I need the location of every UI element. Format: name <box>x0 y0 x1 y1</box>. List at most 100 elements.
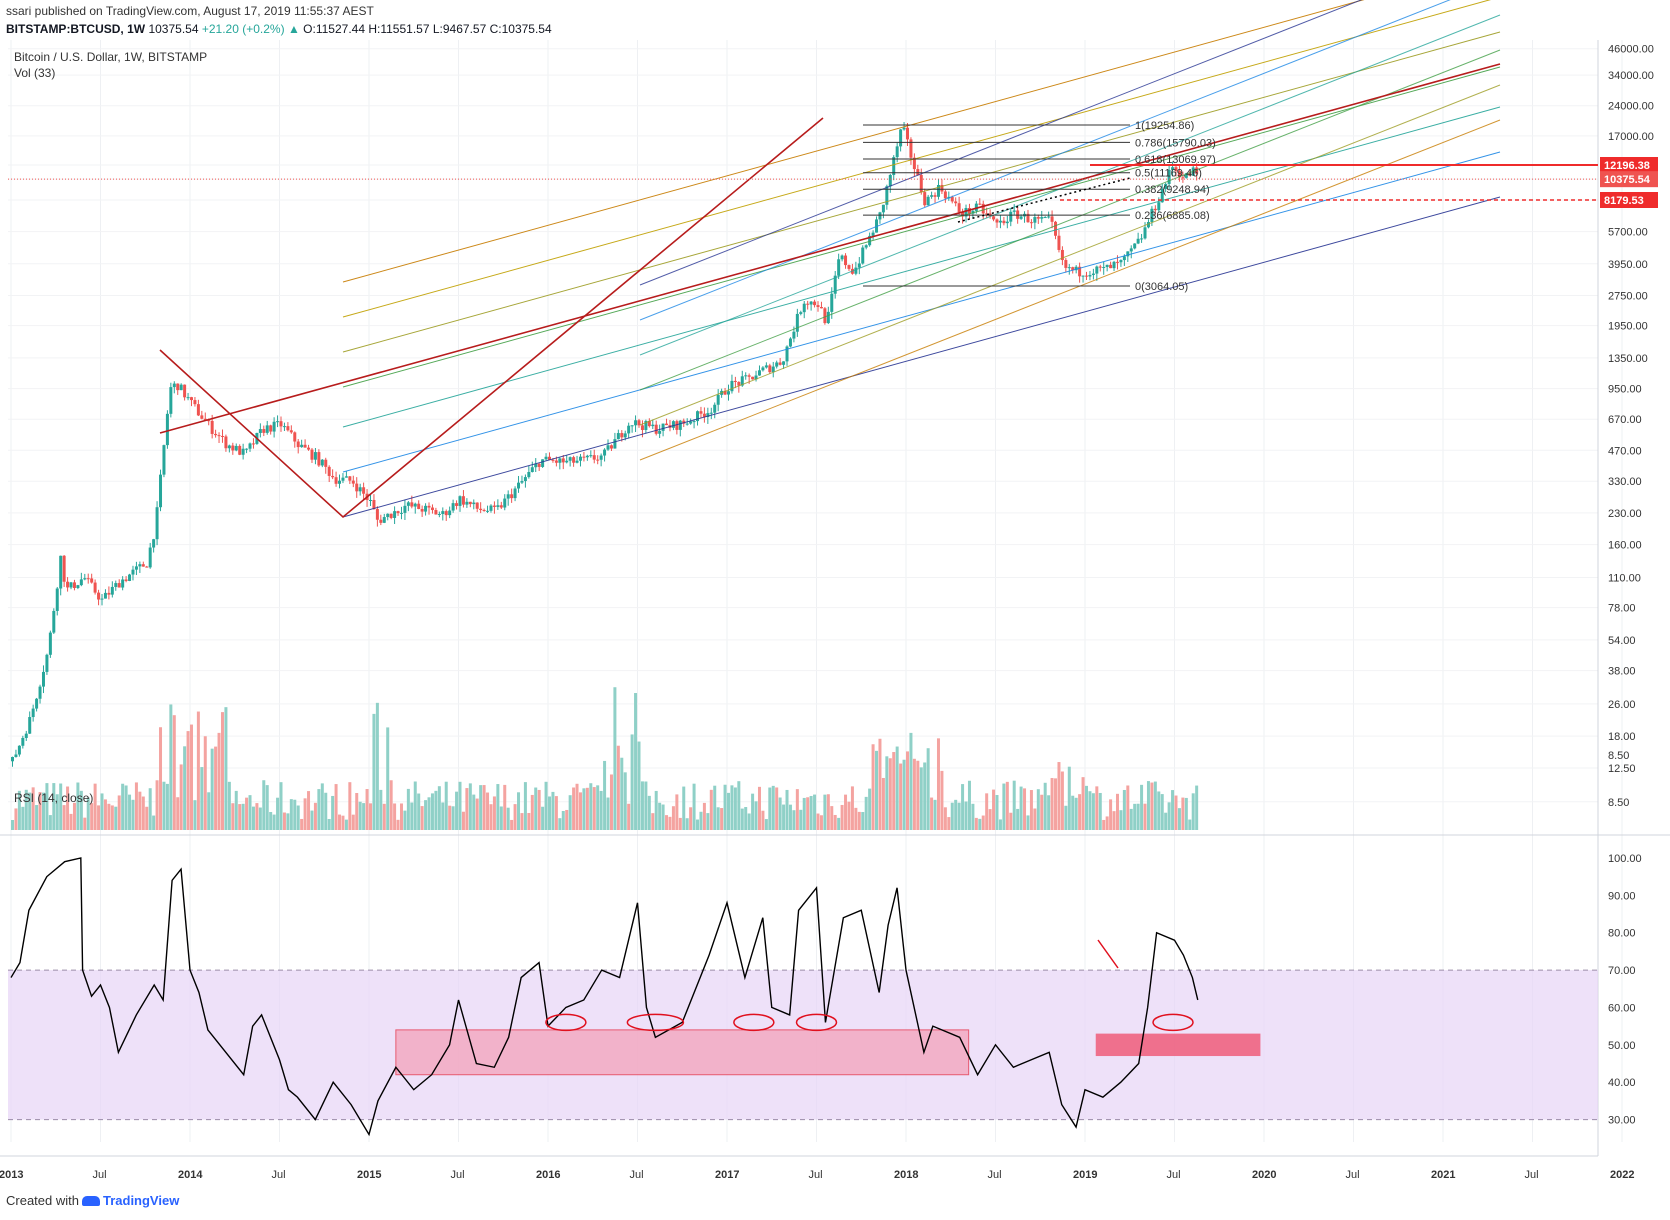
volume-bar <box>1071 795 1075 830</box>
candle-body <box>348 476 352 481</box>
brand-label[interactable]: TradingView <box>102 1193 180 1208</box>
candle-body <box>747 375 751 377</box>
rsi-support-zone[interactable] <box>395 1029 970 1076</box>
volume-bar <box>923 762 927 830</box>
candle-body <box>103 592 107 599</box>
rsi-ellipse-annotation[interactable] <box>733 1013 775 1032</box>
change-arrow-icon: ▲ <box>287 22 300 36</box>
volume-bar <box>933 799 937 830</box>
volume-bar <box>399 803 403 830</box>
candle-body <box>1181 177 1185 179</box>
candle-body <box>190 397 193 401</box>
candle-body <box>713 404 717 413</box>
rsi-axis-tick-label: 30.00 <box>1608 1115 1636 1127</box>
volume-bar <box>475 798 479 830</box>
volume-bar <box>830 806 834 830</box>
volume-bar <box>792 810 796 830</box>
rsi-ellipse-annotation[interactable] <box>545 1013 587 1032</box>
volume-bar <box>754 801 758 830</box>
candle-body <box>957 203 961 213</box>
price-axis[interactable]: 46000.00 34000.00 24000.00 17000.00 5700.00 3… <box>1608 44 1654 809</box>
candle-body <box>69 582 73 588</box>
candle-body <box>131 569 135 575</box>
volume-bar <box>461 811 465 830</box>
pitchfork-line <box>342 196 1501 518</box>
volume-bar <box>868 788 872 830</box>
candle-body <box>1078 266 1082 277</box>
candle-body <box>699 411 703 414</box>
volume-bar <box>21 806 25 830</box>
candle-body <box>923 192 927 206</box>
volume-bar <box>62 805 66 830</box>
candle-body <box>455 503 459 506</box>
volume-bar <box>393 803 397 830</box>
volume-bar <box>517 792 521 830</box>
rsi-ellipse-annotation[interactable] <box>795 1013 838 1032</box>
volume-bar <box>699 811 703 830</box>
time-axis-tick-label: 2018 <box>894 1169 918 1181</box>
volume-axis-tick-label: 8.50 <box>1608 750 1629 762</box>
candle-body <box>806 303 810 305</box>
volume-bar <box>455 791 459 830</box>
fib-retracement[interactable]: 1(19254.86) 0.786(15790.03) 0.618(13069.97… <box>863 120 1216 293</box>
price-marker[interactable]: 8179.53 <box>1060 192 1658 208</box>
pitchfork-handle[interactable] <box>159 117 824 519</box>
time-axis[interactable]: 2013 Jul 2014 Jul 2015 Jul 2016 Jul 2017 Jul 2018 J… <box>0 1169 1634 1181</box>
volume-bar <box>795 789 799 830</box>
volume-bar <box>35 805 39 830</box>
pitchfork-median[interactable] <box>159 63 1501 434</box>
volume-bar <box>190 724 193 830</box>
ohlc-line: BITSTAMP:BTCUSD, 1W 10375.54 +21.20 (+0.… <box>6 22 552 36</box>
candle-body <box>768 365 772 373</box>
price-axis-tick-label: 670.00 <box>1608 414 1642 426</box>
volume-bar <box>823 794 827 830</box>
volume-bar <box>1040 794 1044 830</box>
rsi-axis-tick-label: 90.00 <box>1608 890 1636 902</box>
volume-bar <box>727 792 730 830</box>
rsi-ellipse-annotation[interactable] <box>1152 1013 1194 1032</box>
chart-canvas[interactable]: 1(19254.86) 0.786(15790.03) 0.618(13069.97… <box>0 0 1670 1190</box>
time-axis-tick-label: 2015 <box>357 1169 381 1181</box>
volume-bar <box>214 746 218 830</box>
pitchfork-drawing[interactable] <box>159 0 1501 519</box>
volume-bar <box>668 816 672 830</box>
volume-bar <box>850 786 854 830</box>
volume-bar <box>926 748 930 830</box>
candle-body <box>28 717 32 734</box>
volume-bar <box>1115 793 1119 830</box>
rsi-arrow-annotation[interactable] <box>1097 939 1119 969</box>
candle-body <box>857 263 861 268</box>
volume-bar <box>871 744 875 830</box>
price-marker[interactable]: 12196.38 <box>1090 157 1658 173</box>
price-pane[interactable] <box>0 40 1670 830</box>
candle-body <box>437 513 441 515</box>
rsi-support-zone[interactable] <box>1095 1033 1261 1057</box>
candle-body <box>148 547 152 568</box>
volume-bar <box>48 815 52 830</box>
volume-bar <box>141 796 145 830</box>
candle-body <box>671 421 675 428</box>
volume-bar <box>682 786 686 830</box>
pitchfork-line-upper <box>639 49 1501 391</box>
candle-body <box>692 421 696 423</box>
candle-body <box>444 511 448 516</box>
candle-body <box>654 424 658 434</box>
rsi-ellipse-annotation[interactable] <box>626 1013 685 1032</box>
volume-bar <box>530 794 534 830</box>
candle-body <box>303 444 307 448</box>
open-value: O:11527.44 <box>303 22 365 36</box>
fib-level-label: 0.236(6885.08) <box>1135 210 1210 222</box>
symbol-label[interactable]: BITSTAMP:BTCUSD, 1W <box>6 22 146 36</box>
price-marker[interactable]: 10375.54 <box>8 171 1658 188</box>
rsi-axis[interactable]: 100.00 90.00 80.00 70.00 60.00 50.00 40.00 30.0… <box>1608 853 1642 1127</box>
candle-body <box>906 127 909 140</box>
volume-bar <box>534 787 538 830</box>
candle-body <box>517 482 521 489</box>
candle-body <box>606 445 610 450</box>
volume-bar <box>231 803 235 830</box>
volume-bar <box>981 815 985 830</box>
volume-bar <box>606 797 610 830</box>
candle-body <box>451 503 455 511</box>
volume-bar <box>1016 808 1020 830</box>
candle-body <box>548 456 551 460</box>
